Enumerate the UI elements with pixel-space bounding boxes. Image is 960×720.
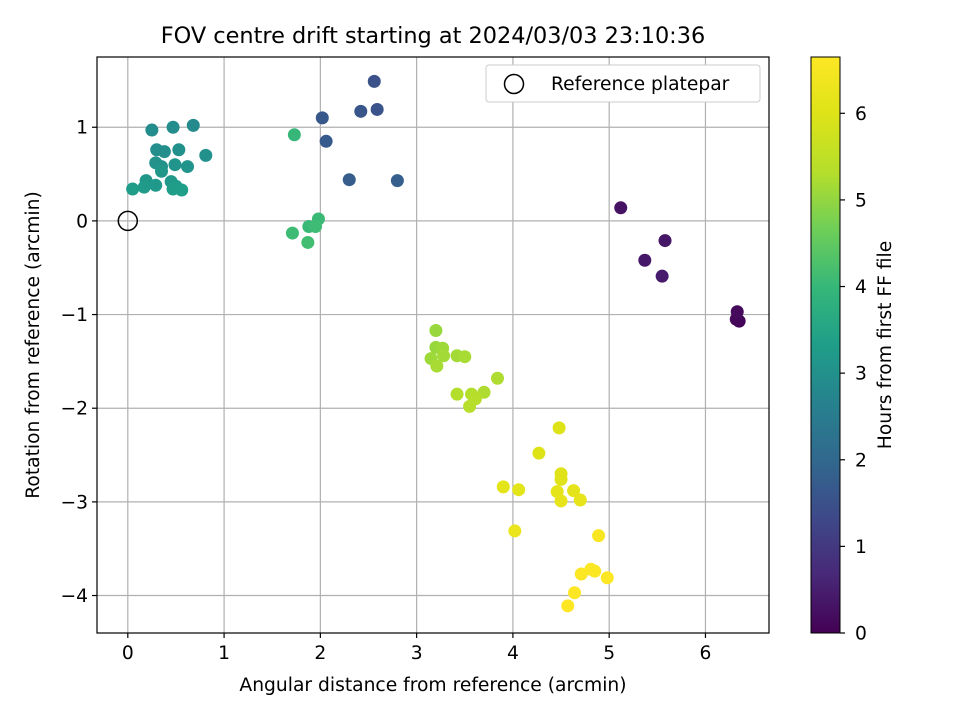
colorbar-gradient: [810, 56, 841, 634]
data-point: [655, 269, 669, 283]
data-point: [574, 567, 588, 581]
data-points: [126, 74, 746, 613]
data-point: [367, 74, 381, 88]
data-point: [588, 564, 602, 578]
data-point: [285, 226, 299, 240]
data-point: [561, 599, 575, 613]
colorbar-tick-label: 2: [855, 450, 867, 471]
data-point: [614, 201, 628, 215]
data-point: [491, 371, 505, 385]
data-point: [309, 220, 323, 234]
grid: [97, 57, 769, 633]
x-tick-label: 3: [411, 643, 423, 664]
data-point: [301, 235, 315, 249]
data-point: [354, 104, 368, 118]
y-axis-title: Rotation from reference (arcmin): [23, 191, 44, 499]
x-tick-label: 5: [603, 643, 615, 664]
data-point: [592, 529, 606, 543]
data-point: [155, 164, 169, 178]
x-tick-label: 1: [218, 643, 230, 664]
data-point: [658, 234, 672, 248]
y-tick-label: −3: [60, 492, 88, 513]
data-point: [175, 183, 189, 197]
data-point: [554, 494, 568, 508]
data-point: [552, 421, 566, 435]
data-point: [532, 446, 546, 460]
legend-box: [485, 64, 761, 103]
data-point: [568, 586, 582, 600]
data-point: [512, 483, 526, 497]
data-point: [180, 160, 194, 174]
y-tick-label: −2: [60, 399, 88, 420]
reference-platepar-marker: [117, 210, 139, 232]
x-axis-title: Angular distance from reference (arcmin): [239, 675, 626, 696]
data-point: [172, 143, 186, 157]
data-point: [437, 349, 451, 363]
colorbar-tick-label: 3: [855, 364, 867, 385]
data-point: [145, 123, 159, 137]
data-point: [458, 350, 472, 364]
data-point: [730, 305, 744, 319]
colorbar-tick-label: 4: [855, 277, 867, 298]
colorbar: 0 1 2 3 4 5 6 Hours from first FF file: [810, 56, 896, 645]
legend-label: Reference platepar: [551, 74, 730, 95]
data-point: [157, 145, 171, 159]
data-point: [319, 134, 333, 148]
x-tick-label: 0: [122, 643, 134, 664]
data-point: [390, 174, 404, 188]
data-point: [463, 399, 477, 413]
data-point: [430, 359, 444, 373]
data-point: [429, 323, 443, 337]
data-point: [342, 173, 356, 187]
y-tick-label: −1: [60, 305, 88, 326]
data-point: [149, 178, 163, 192]
data-point: [287, 128, 301, 142]
y-tick-label: 1: [76, 118, 88, 139]
colorbar-label: Hours from first FF file: [875, 241, 896, 449]
data-point: [315, 111, 329, 125]
x-tick-label: 4: [507, 643, 519, 664]
data-point: [199, 148, 213, 162]
data-point: [126, 182, 140, 196]
data-point: [638, 253, 652, 267]
x-axis: 0 1 2 3 4 5 6: [122, 633, 712, 664]
data-point: [554, 472, 568, 486]
data-point: [186, 118, 200, 132]
legend: Reference platepar: [485, 64, 761, 103]
data-point: [508, 524, 522, 538]
data-point: [168, 158, 182, 172]
data-point: [496, 480, 510, 494]
x-tick-label: 2: [314, 643, 326, 664]
data-point: [137, 180, 151, 194]
data-point: [567, 484, 581, 498]
chart-title: FOV centre drift starting at 2024/03/03 …: [161, 23, 705, 49]
data-point: [573, 493, 587, 507]
plot-frame: [96, 56, 770, 634]
colorbar-tick-label: 5: [855, 190, 867, 211]
y-axis: −4 −3 −2 −1 0 1: [60, 118, 97, 607]
colorbar-tick-label: 6: [855, 104, 867, 125]
data-point: [370, 102, 384, 116]
y-tick-label: −4: [60, 586, 88, 607]
colorbar-tick-label: 1: [855, 537, 867, 558]
data-point: [450, 387, 464, 401]
data-point: [166, 120, 180, 134]
x-tick-label: 6: [700, 643, 712, 664]
data-point: [600, 571, 614, 585]
legend-marker-icon: [503, 73, 525, 95]
colorbar-tick-label: 0: [855, 624, 867, 645]
colorbar-ticks: 0 1 2 3 4 5 6: [840, 104, 867, 645]
y-tick-label: 0: [76, 211, 88, 232]
